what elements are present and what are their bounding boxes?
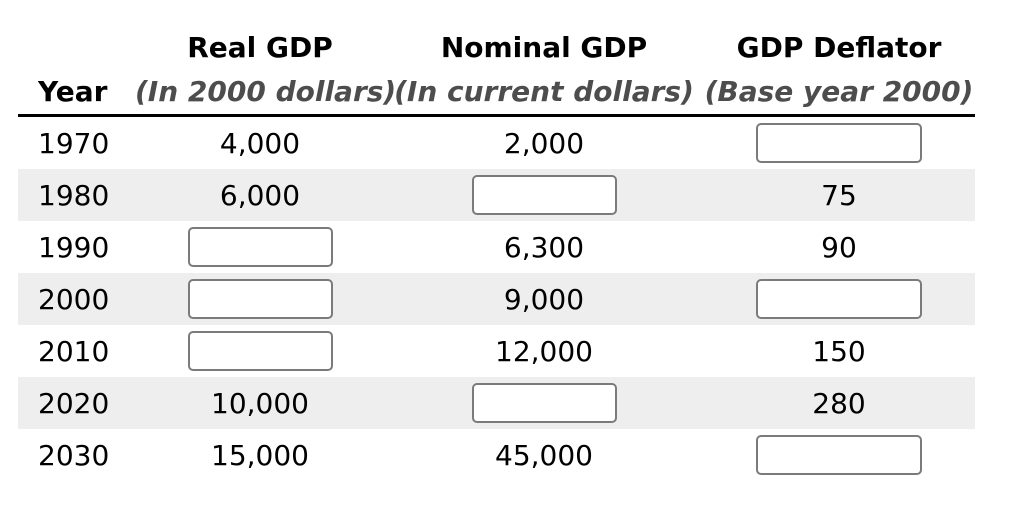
table-row-2010: 2010 12,000 150 xyxy=(18,325,975,377)
real-gdp-cell: 6,000 xyxy=(219,178,301,212)
column-header-year: Year xyxy=(38,75,108,108)
nominal-gdp-cell xyxy=(385,175,703,215)
nominal-gdp-input[interactable] xyxy=(471,175,617,215)
column-subtitle-gdp-deflator: (Base year 2000) xyxy=(704,75,974,108)
column-subtitle-real-gdp: (In 2000 dollars) xyxy=(135,75,397,108)
real-gdp-cell xyxy=(135,279,385,319)
nominal-gdp-cell: 12,000 xyxy=(495,334,593,368)
table-header: Real GDP Nominal GDP GDP Deflator Year (… xyxy=(18,0,975,117)
gdp-deflator-cell: 280 xyxy=(812,386,866,420)
gdp-deflator-input[interactable] xyxy=(756,435,922,475)
nominal-gdp-cell: 45,000 xyxy=(495,438,593,472)
real-gdp-cell: 15,000 xyxy=(211,438,309,472)
column-subtitle-nominal-gdp: (In current dollars) xyxy=(394,75,694,108)
year-cell: 1970 xyxy=(38,126,110,160)
table-row-1990: 1990 6,300 90 xyxy=(18,221,975,273)
gdp-deflator-input[interactable] xyxy=(756,279,922,319)
year-cell: 1980 xyxy=(38,178,110,212)
column-header-gdp-deflator: GDP Deflator xyxy=(736,31,942,64)
year-cell: 2010 xyxy=(38,334,110,368)
gdp-table: Real GDP Nominal GDP GDP Deflator Year (… xyxy=(18,0,975,481)
header-spacer xyxy=(18,26,135,70)
nominal-gdp-cell: 6,300 xyxy=(503,230,585,264)
gdp-deflator-cell xyxy=(703,435,975,475)
nominal-gdp-cell: 2,000 xyxy=(503,126,585,160)
year-cell: 1990 xyxy=(38,230,110,264)
gdp-deflator-cell: 90 xyxy=(821,230,857,264)
gdp-deflator-input[interactable] xyxy=(756,123,922,163)
gdp-deflator-cell: 150 xyxy=(812,334,866,368)
gdp-deflator-cell xyxy=(703,279,975,319)
year-cell: 2020 xyxy=(38,386,110,420)
nominal-gdp-input[interactable] xyxy=(471,383,617,423)
real-gdp-input[interactable] xyxy=(187,331,333,371)
year-cell: 2030 xyxy=(38,438,110,472)
column-header-nominal-gdp: Nominal GDP xyxy=(440,31,648,64)
real-gdp-cell xyxy=(135,227,385,267)
gdp-deflator-cell: 75 xyxy=(821,178,857,212)
table-row-2030: 2030 15,000 45,000 xyxy=(18,429,975,481)
nominal-gdp-cell: 9,000 xyxy=(503,282,585,316)
table-row-1980: 1980 6,000 75 xyxy=(18,169,975,221)
real-gdp-cell: 4,000 xyxy=(219,126,301,160)
real-gdp-input[interactable] xyxy=(187,279,333,319)
column-header-real-gdp: Real GDP xyxy=(187,31,333,64)
table-row-2020: 2020 10,000 280 xyxy=(18,377,975,429)
year-cell: 2000 xyxy=(38,282,110,316)
table-row-1970: 1970 4,000 2,000 xyxy=(18,117,975,169)
real-gdp-input[interactable] xyxy=(187,227,333,267)
nominal-gdp-cell xyxy=(385,383,703,423)
real-gdp-cell xyxy=(135,331,385,371)
gdp-deflator-cell xyxy=(703,123,975,163)
table-row-2000: 2000 9,000 xyxy=(18,273,975,325)
real-gdp-cell: 10,000 xyxy=(211,386,309,420)
